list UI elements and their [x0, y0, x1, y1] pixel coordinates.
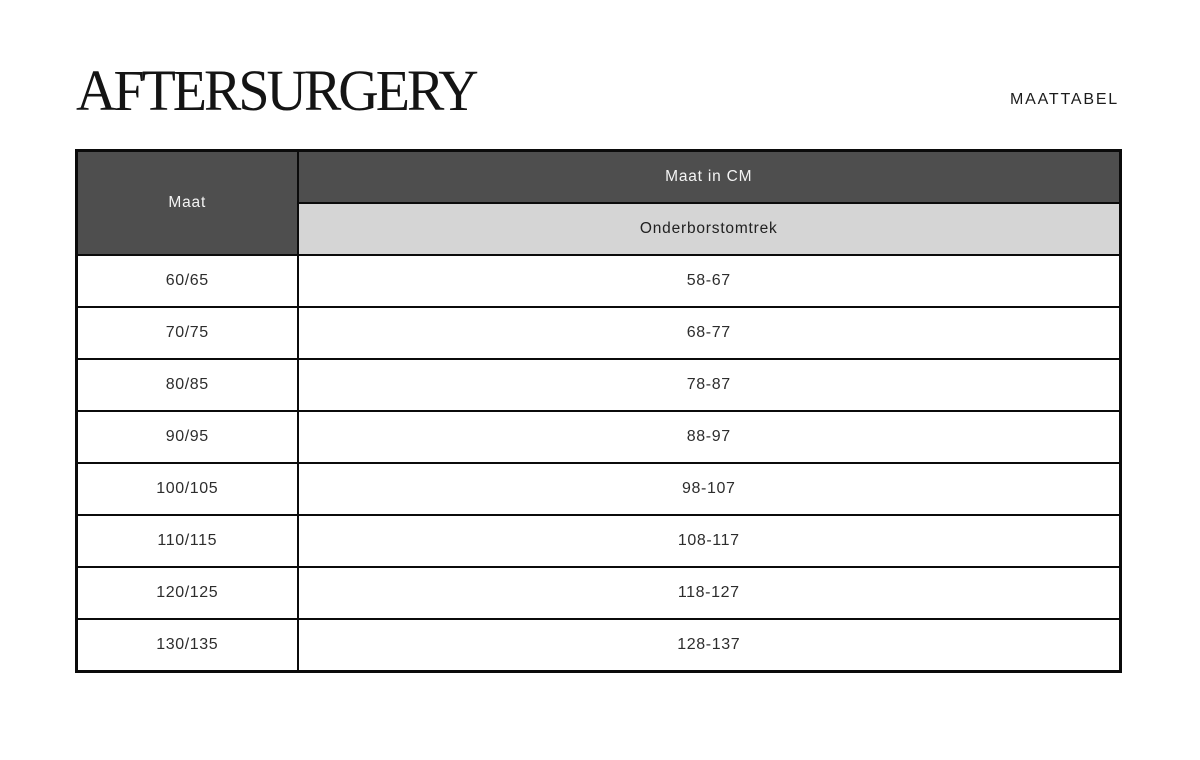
size-cell: 80/85	[75, 358, 299, 412]
size-cell: 70/75	[75, 306, 299, 360]
size-cell: 120/125	[75, 566, 299, 620]
table-row: 110/115 108-117	[75, 514, 1122, 568]
table-row: 90/95 88-97	[75, 410, 1122, 464]
table-row: 100/105 98-107	[75, 462, 1122, 516]
page-title: MAATTABEL	[1010, 91, 1119, 108]
size-cell: 60/65	[75, 254, 299, 308]
cm-range-cell: 118-127	[296, 566, 1122, 620]
cm-range-cell: 128-137	[296, 618, 1122, 673]
cm-range-cell: 58-67	[296, 254, 1122, 308]
cm-range-cell: 98-107	[296, 462, 1122, 516]
column-header-maat-in-cm: Maat in CM	[296, 149, 1122, 204]
table-subheader-row: Onderborstomtrek	[77, 202, 1122, 256]
size-cell: 90/95	[75, 410, 299, 464]
table-row: 120/125 118-127	[75, 566, 1122, 620]
size-table-container: Maat Maat in CM Onderborstomtrek 60/65 5…	[75, 149, 1122, 673]
size-table: Maat Maat in CM Onderborstomtrek 60/65 5…	[75, 149, 1122, 673]
cm-range-cell: 68-77	[296, 306, 1122, 360]
table-row: 130/135 128-137	[75, 618, 1122, 673]
size-cell: 100/105	[75, 462, 299, 516]
column-subheader-onderborstomtrek: Onderborstomtrek	[296, 202, 1122, 256]
brand-logo: AFTERSURGERY	[76, 58, 479, 124]
table-row: 80/85 78-87	[75, 358, 1122, 412]
cm-range-cell: 78-87	[296, 358, 1122, 412]
table-row: 70/75 68-77	[75, 306, 1122, 360]
cm-range-cell: 108-117	[296, 514, 1122, 568]
cm-range-cell: 88-97	[296, 410, 1122, 464]
table-row: 60/65 58-67	[75, 254, 1122, 308]
column-header-maat: Maat	[75, 149, 299, 256]
size-cell: 130/135	[75, 618, 299, 673]
table-header-row: Maat Maat in CM	[75, 149, 1122, 256]
size-cell: 110/115	[75, 514, 299, 568]
